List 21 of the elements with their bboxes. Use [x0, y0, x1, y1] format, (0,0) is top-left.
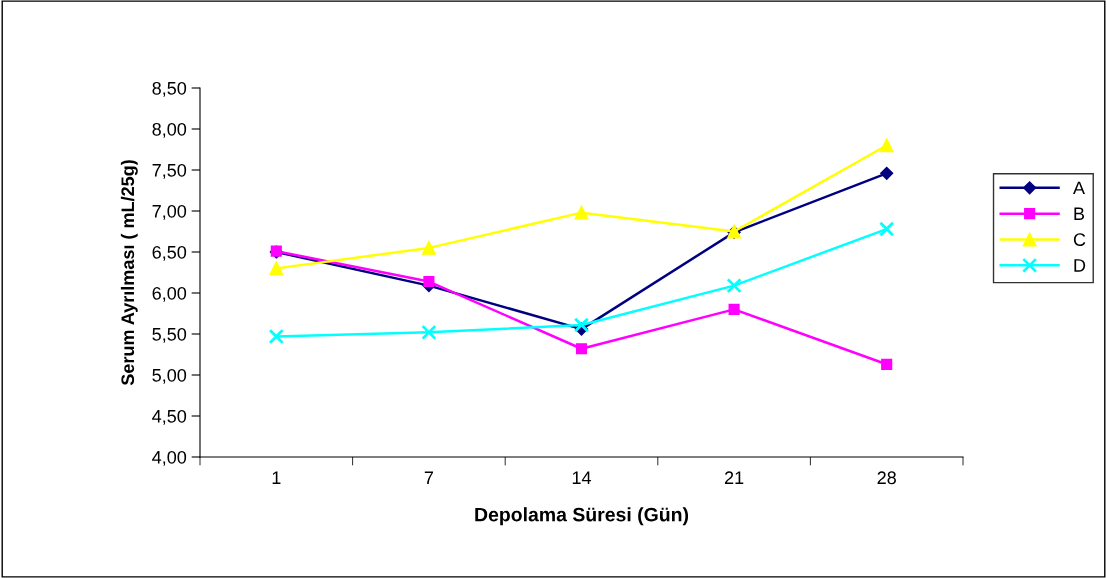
x-tick-label: 28	[877, 471, 896, 485]
x-tick-label: 21	[724, 471, 744, 484]
x-tick-label: 1	[272, 471, 281, 484]
y-tick-label: 6,50	[152, 245, 187, 261]
x-axis-title: Depolama Süresi (Gün)	[475, 507, 689, 526]
y-axis-title: Serum Ayrılması ( mL/25g)	[120, 160, 138, 386]
y-tick-label: 8,50	[152, 81, 187, 97]
x-tick-label: 14	[572, 471, 592, 484]
y-tick-label: 7,00	[152, 204, 187, 220]
y-tick-label: 7,50	[152, 163, 187, 179]
x-tick-label: 7	[424, 471, 434, 484]
legend-label: C	[1073, 233, 1086, 246]
y-tick-label: 5,50	[152, 327, 187, 343]
y-tick-label: 4,50	[152, 409, 187, 425]
legend-label: B	[1074, 207, 1085, 220]
legend-label: D	[1074, 259, 1086, 272]
legend-label: A	[1073, 181, 1085, 195]
y-tick-label: 5,00	[152, 368, 187, 384]
y-tick-label: 8,00	[152, 122, 187, 138]
y-tick-label: 6,00	[152, 286, 187, 302]
y-tick-label: 4,00	[152, 450, 187, 466]
